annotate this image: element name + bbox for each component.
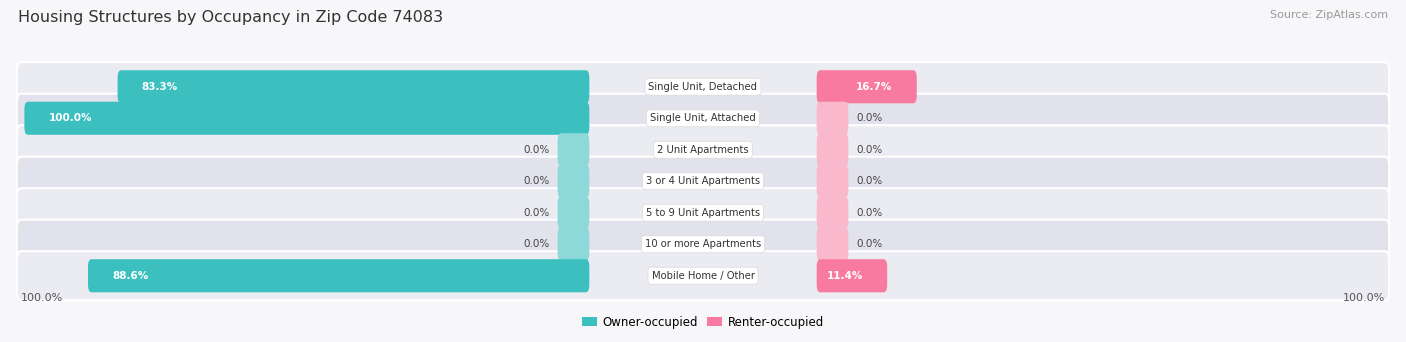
FancyBboxPatch shape bbox=[89, 259, 589, 292]
FancyBboxPatch shape bbox=[17, 251, 1389, 300]
Text: Single Unit, Attached: Single Unit, Attached bbox=[650, 113, 756, 123]
FancyBboxPatch shape bbox=[558, 133, 589, 166]
Text: 0.0%: 0.0% bbox=[524, 239, 550, 249]
Legend: Owner-occupied, Renter-occupied: Owner-occupied, Renter-occupied bbox=[582, 316, 824, 329]
FancyBboxPatch shape bbox=[17, 188, 1389, 237]
Text: 0.0%: 0.0% bbox=[856, 239, 882, 249]
Text: 100.0%: 100.0% bbox=[21, 293, 63, 303]
FancyBboxPatch shape bbox=[817, 259, 887, 292]
Text: 88.6%: 88.6% bbox=[112, 271, 149, 281]
FancyBboxPatch shape bbox=[817, 196, 848, 229]
Text: 83.3%: 83.3% bbox=[142, 82, 179, 92]
Text: 100.0%: 100.0% bbox=[1343, 293, 1385, 303]
FancyBboxPatch shape bbox=[817, 133, 848, 166]
FancyBboxPatch shape bbox=[817, 228, 848, 261]
Text: Single Unit, Detached: Single Unit, Detached bbox=[648, 82, 758, 92]
FancyBboxPatch shape bbox=[17, 157, 1389, 206]
FancyBboxPatch shape bbox=[17, 94, 1389, 143]
Text: Housing Structures by Occupancy in Zip Code 74083: Housing Structures by Occupancy in Zip C… bbox=[18, 10, 443, 25]
Text: 0.0%: 0.0% bbox=[856, 145, 882, 155]
Text: 0.0%: 0.0% bbox=[524, 208, 550, 218]
FancyBboxPatch shape bbox=[558, 196, 589, 229]
Text: 5 to 9 Unit Apartments: 5 to 9 Unit Apartments bbox=[645, 208, 761, 218]
FancyBboxPatch shape bbox=[17, 125, 1389, 174]
Text: 0.0%: 0.0% bbox=[856, 176, 882, 186]
FancyBboxPatch shape bbox=[24, 102, 589, 135]
FancyBboxPatch shape bbox=[17, 62, 1389, 111]
Text: 0.0%: 0.0% bbox=[524, 176, 550, 186]
Text: 0.0%: 0.0% bbox=[856, 113, 882, 123]
FancyBboxPatch shape bbox=[817, 165, 848, 198]
Text: 2 Unit Apartments: 2 Unit Apartments bbox=[657, 145, 749, 155]
Text: 3 or 4 Unit Apartments: 3 or 4 Unit Apartments bbox=[645, 176, 761, 186]
FancyBboxPatch shape bbox=[558, 228, 589, 261]
Text: Source: ZipAtlas.com: Source: ZipAtlas.com bbox=[1270, 10, 1388, 20]
FancyBboxPatch shape bbox=[817, 102, 848, 135]
Text: 100.0%: 100.0% bbox=[48, 113, 91, 123]
Text: 0.0%: 0.0% bbox=[524, 145, 550, 155]
FancyBboxPatch shape bbox=[558, 165, 589, 198]
Text: Mobile Home / Other: Mobile Home / Other bbox=[651, 271, 755, 281]
Text: 16.7%: 16.7% bbox=[856, 82, 893, 92]
Text: 10 or more Apartments: 10 or more Apartments bbox=[645, 239, 761, 249]
FancyBboxPatch shape bbox=[17, 220, 1389, 269]
FancyBboxPatch shape bbox=[118, 70, 589, 103]
Text: 0.0%: 0.0% bbox=[856, 208, 882, 218]
FancyBboxPatch shape bbox=[817, 70, 917, 103]
Text: 11.4%: 11.4% bbox=[827, 271, 863, 281]
